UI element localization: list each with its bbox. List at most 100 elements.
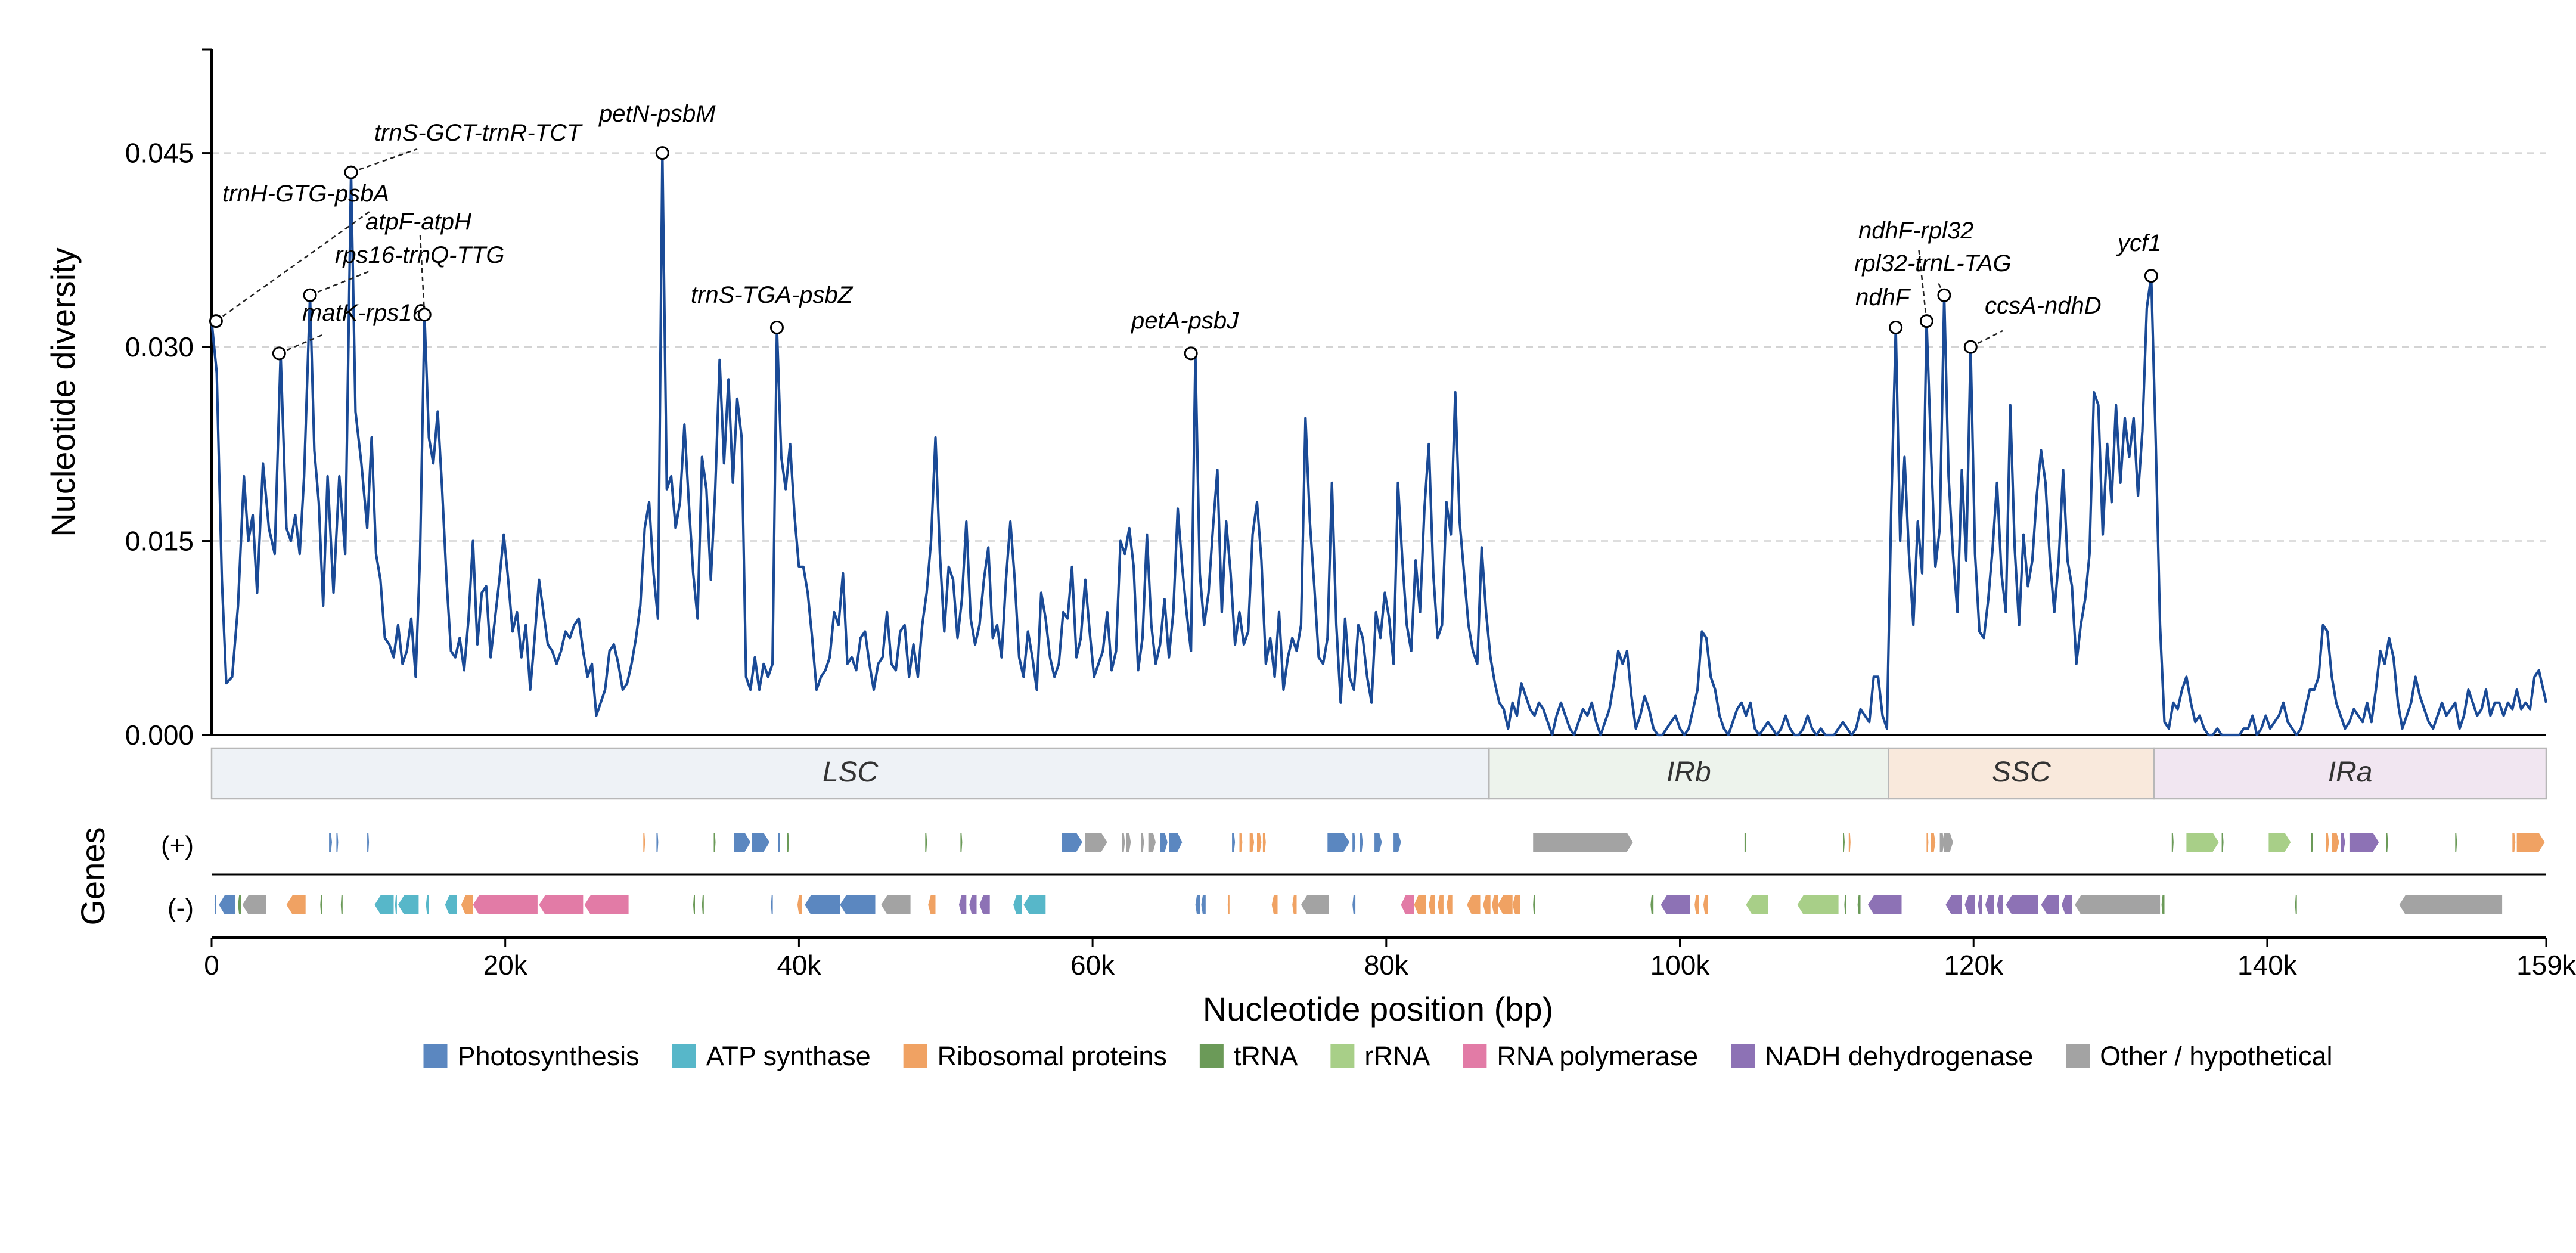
peak-marker (344, 165, 358, 179)
legend-label: Other / hypothetical (2100, 1041, 2332, 1071)
x-axis-title: Nucleotide position (bp) (1203, 990, 1553, 1028)
gene-arrow (2006, 895, 2038, 914)
gene-arrow (461, 895, 473, 914)
gene-arrow (969, 895, 977, 914)
gene-arrow (473, 895, 538, 914)
diversity-series-line (210, 151, 2548, 737)
gene-arrow (584, 895, 629, 914)
annotation-label: ndhF (1855, 284, 1911, 311)
gene-arrow (1013, 895, 1022, 914)
gene-arrow (1249, 833, 1255, 852)
gene-arrow (2268, 833, 2291, 852)
gene-arrow (881, 895, 911, 914)
region-label: LSC (823, 756, 879, 788)
gene-arrow (1978, 895, 1982, 914)
gene-arrow (960, 833, 963, 852)
gene-arrow (1352, 895, 1356, 914)
x-tick-label: 100k (1650, 950, 1711, 981)
gene-arrow (1414, 895, 1426, 914)
peak-marker (769, 321, 784, 335)
region-label: SSC (1992, 756, 2051, 788)
gene-arrow (2062, 895, 2072, 914)
gene-arrow (1997, 895, 2003, 914)
gene-arrow (336, 833, 339, 852)
annotation-label: matK-rps16 (302, 300, 426, 326)
peak-annotations: trnH-GTG-psbA matK-rps16 rps16-trnQ-TTG trn… (209, 101, 2161, 361)
annotation-label: trnS-GCT-trnR-TCT (374, 120, 583, 146)
gene-arrow (242, 895, 266, 914)
gene-arrow (693, 895, 695, 914)
annotation-label: ycf1 (2116, 230, 2161, 256)
annotation-label: ndhF-rpl32 (1858, 218, 1973, 244)
gene-arrow (643, 833, 645, 852)
annotation-leader (1917, 247, 1928, 321)
peak-marker (2144, 269, 2158, 283)
annotation-label: petA-psbJ (1131, 308, 1239, 334)
gene-arrow (1533, 895, 1535, 914)
gene-arrow (1429, 895, 1435, 914)
gene-arrow (752, 833, 770, 852)
gene-arrow (2186, 833, 2219, 852)
gene-arrow (367, 833, 370, 852)
gene-arrow (713, 833, 716, 852)
gene-arrow (1195, 895, 1200, 914)
legend-label: NADH dehydrogenase (1765, 1041, 2033, 1071)
gene-arrow (395, 895, 397, 914)
y-tick-label: 0.045 (125, 138, 194, 169)
gene-arrow (1292, 895, 1297, 914)
gene-arrow (1374, 833, 1382, 852)
gene-arrow (1148, 833, 1156, 852)
region-band (1488, 747, 1889, 800)
gene-arrow (1360, 833, 1363, 852)
gene-arrow (1926, 833, 1929, 852)
gene-arrow (2075, 895, 2161, 914)
x-ticks: 0 20k 40k 60k 80k 100k 120k 140k 159k (204, 938, 2576, 981)
peak-marker (1963, 340, 1978, 354)
gene-arrow (1944, 833, 1953, 852)
gene-arrow (2171, 833, 2174, 852)
gene-arrow (238, 895, 241, 914)
annotation-label: trnS-TGA-psbZ (691, 282, 854, 308)
gene-arrow (734, 833, 751, 852)
gene-arrow (1271, 895, 1278, 914)
gene-arrow (979, 895, 990, 914)
annotation-label: trnH-GTG-psbA (222, 181, 389, 207)
peak-marker (1919, 314, 1933, 328)
genome-regions: LSC IRb SSC IRa (210, 747, 2547, 800)
gene-arrow (1262, 833, 1266, 852)
gene-arrow (2386, 833, 2388, 852)
gene-arrow (2399, 895, 2503, 914)
region-band (1888, 747, 2155, 800)
annotation-leader (1970, 330, 2003, 348)
x-tick-label: 60k (1070, 950, 1115, 981)
gene-arrow (1438, 895, 1444, 914)
legend-swatch (672, 1044, 696, 1068)
region-label: IRa (2328, 756, 2373, 788)
gene-arrow (1939, 833, 1944, 852)
gene-arrow (1160, 833, 1168, 852)
gene-arrow (219, 895, 235, 914)
gene-arrow (2332, 833, 2339, 852)
peak-marker (1889, 321, 1903, 335)
gene-arrow (1232, 833, 1236, 852)
gene-arrow (2161, 895, 2165, 914)
gene-arrow (1844, 895, 1846, 914)
gene-arrow (702, 895, 704, 914)
peak-marker (209, 314, 223, 328)
gene-arrow (2349, 833, 2379, 852)
gene-arrow (2041, 895, 2059, 914)
gene-arrow (1126, 833, 1131, 852)
legend: Photosynthesis ATP synthase Ribosomal prot… (423, 1041, 2333, 1071)
gene-arrow (329, 833, 332, 852)
gene-arrow (1401, 895, 1414, 914)
gene-arrow (1085, 833, 1107, 852)
legend-swatch (1463, 1044, 1487, 1068)
gene-arrow (1327, 833, 1350, 852)
y-ticks: 0.000 0.015 0.030 0.045 (125, 48, 212, 750)
gene-arrow (426, 895, 429, 914)
gene-arrow (925, 833, 927, 852)
gene-arrow (928, 895, 936, 914)
gene-arrow (1483, 895, 1491, 914)
region-band (210, 747, 1490, 800)
legend-label: RNA polymerase (1497, 1041, 1698, 1071)
